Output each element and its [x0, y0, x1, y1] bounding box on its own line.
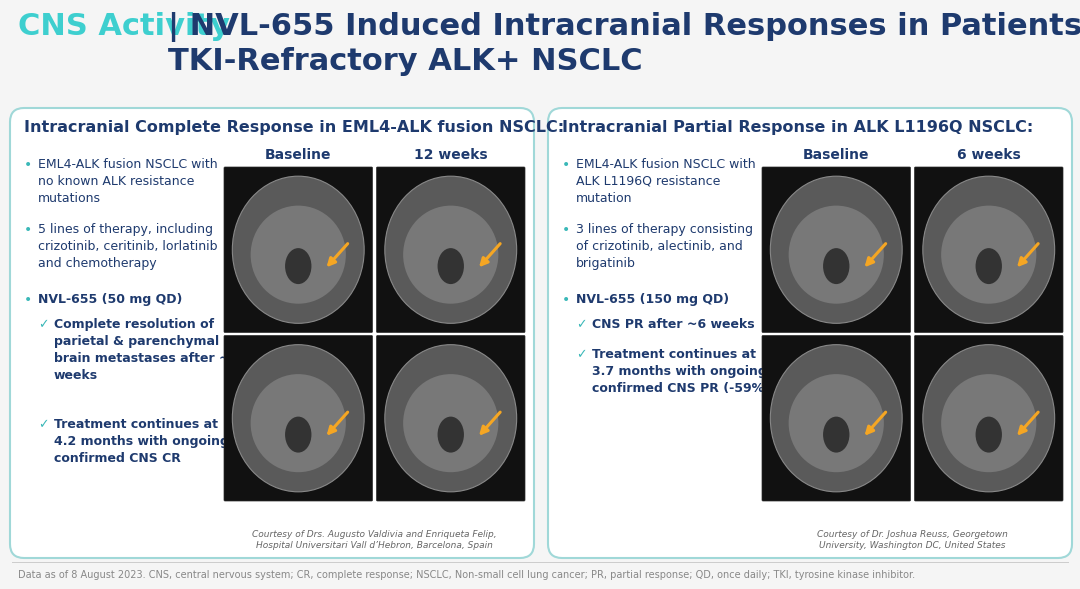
Text: •: • — [24, 293, 32, 307]
Text: | NVL-655 Induced Intracranial Responses in Patients with
TKI-Refractory ALK+ NS: | NVL-655 Induced Intracranial Responses… — [168, 12, 1080, 75]
Text: ✓: ✓ — [576, 318, 586, 331]
Ellipse shape — [285, 416, 311, 452]
Text: Baseline: Baseline — [265, 148, 332, 162]
Ellipse shape — [251, 206, 346, 304]
FancyBboxPatch shape — [915, 167, 1063, 333]
Text: 6 weeks: 6 weeks — [957, 148, 1021, 162]
Text: CNS Activity: CNS Activity — [18, 12, 230, 41]
Ellipse shape — [823, 416, 850, 452]
Ellipse shape — [232, 176, 364, 323]
Text: •: • — [562, 223, 570, 237]
Text: ✓: ✓ — [576, 348, 586, 361]
FancyBboxPatch shape — [377, 336, 525, 501]
Text: 12 weeks: 12 weeks — [414, 148, 487, 162]
Ellipse shape — [770, 176, 902, 323]
Ellipse shape — [788, 374, 883, 472]
Text: Intracranial Complete Response in EML4-ALK fusion NSCLC:: Intracranial Complete Response in EML4-A… — [24, 120, 564, 135]
Text: 3 lines of therapy consisting
of crizotinib, alectinib, and
brigatinib: 3 lines of therapy consisting of crizoti… — [576, 223, 753, 270]
Ellipse shape — [941, 206, 1037, 304]
Ellipse shape — [975, 416, 1002, 452]
Text: NVL-655 (150 mg QD): NVL-655 (150 mg QD) — [576, 293, 729, 306]
Ellipse shape — [251, 374, 346, 472]
Text: Data as of 8 August 2023. CNS, central nervous system; CR, complete response; NS: Data as of 8 August 2023. CNS, central n… — [18, 570, 915, 580]
Text: ✓: ✓ — [38, 418, 49, 431]
Text: •: • — [562, 293, 570, 307]
Text: ✓: ✓ — [38, 318, 49, 331]
FancyBboxPatch shape — [548, 108, 1072, 558]
Ellipse shape — [922, 345, 1055, 492]
Ellipse shape — [788, 206, 883, 304]
Text: •: • — [24, 223, 32, 237]
FancyBboxPatch shape — [10, 108, 534, 558]
Ellipse shape — [437, 248, 464, 284]
FancyBboxPatch shape — [224, 167, 373, 333]
Text: NVL-655 (50 mg QD): NVL-655 (50 mg QD) — [38, 293, 183, 306]
FancyBboxPatch shape — [915, 336, 1063, 501]
FancyBboxPatch shape — [762, 336, 910, 501]
Text: Treatment continues at
4.2 months with ongoing
confirmed CNS CR: Treatment continues at 4.2 months with o… — [54, 418, 229, 465]
Text: Treatment continues at
3.7 months with ongoing
confirmed CNS PR (-59%): Treatment continues at 3.7 months with o… — [592, 348, 770, 395]
Ellipse shape — [403, 374, 498, 472]
Ellipse shape — [922, 176, 1055, 323]
FancyBboxPatch shape — [224, 336, 373, 501]
Ellipse shape — [384, 345, 516, 492]
Ellipse shape — [232, 345, 364, 492]
Text: EML4-ALK fusion NSCLC with
ALK L1196Q resistance
mutation: EML4-ALK fusion NSCLC with ALK L1196Q re… — [576, 158, 756, 205]
Text: EML4-ALK fusion NSCLC with
no known ALK resistance
mutations: EML4-ALK fusion NSCLC with no known ALK … — [38, 158, 218, 205]
Text: Baseline: Baseline — [804, 148, 869, 162]
Ellipse shape — [285, 248, 311, 284]
Text: •: • — [24, 158, 32, 172]
Ellipse shape — [770, 345, 902, 492]
Ellipse shape — [975, 248, 1002, 284]
Text: •: • — [562, 158, 570, 172]
Ellipse shape — [823, 248, 850, 284]
Ellipse shape — [403, 206, 498, 304]
Text: Courtesy of Drs. Augusto Valdivia and Enriqueta Felip,
Hospital Universitari Val: Courtesy of Drs. Augusto Valdivia and En… — [253, 530, 497, 550]
Text: 5 lines of therapy, including
crizotinib, ceritinib, lorlatinib
and chemotherapy: 5 lines of therapy, including crizotinib… — [38, 223, 217, 270]
Text: Complete resolution of
parietal & parenchymal
brain metastases after ~5
weeks: Complete resolution of parietal & parenc… — [54, 318, 239, 382]
Ellipse shape — [384, 176, 516, 323]
FancyBboxPatch shape — [762, 167, 910, 333]
Text: Intracranial Partial Response in ALK L1196Q NSCLC:: Intracranial Partial Response in ALK L11… — [562, 120, 1034, 135]
Ellipse shape — [437, 416, 464, 452]
FancyBboxPatch shape — [377, 167, 525, 333]
Text: Courtesy of Dr. Joshua Reuss, Georgetown
University, Washington DC, United State: Courtesy of Dr. Joshua Reuss, Georgetown… — [818, 530, 1008, 550]
Text: CNS PR after ~6 weeks: CNS PR after ~6 weeks — [592, 318, 755, 331]
Ellipse shape — [941, 374, 1037, 472]
